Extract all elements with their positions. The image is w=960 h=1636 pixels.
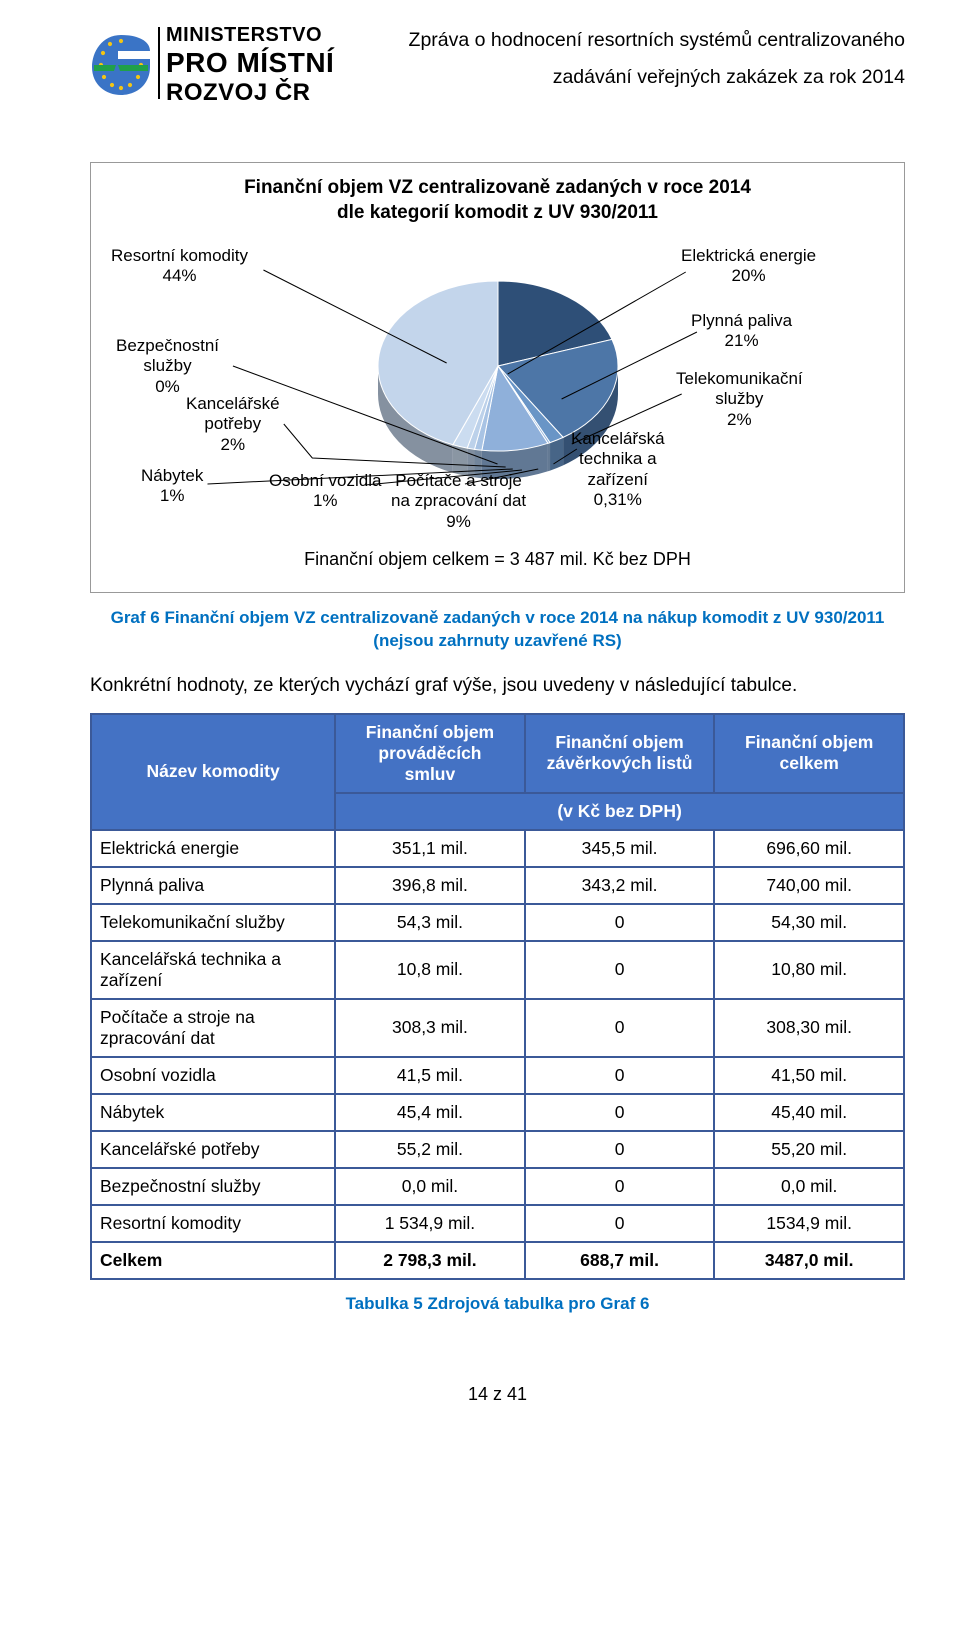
- cell-name: Osobní vozidla: [91, 1057, 335, 1094]
- cell-name: Telekomunikační služby: [91, 904, 335, 941]
- chart-caption: Graf 6 Finanční objem VZ centralizovaně …: [90, 607, 905, 653]
- ministry-logo: MINISTERSTVO PRO MÍSTNÍ ROZVOJ ČR: [90, 20, 334, 107]
- table-head: Název komodity Finanční objem prováděcíc…: [91, 714, 904, 830]
- table-row: Kancelářská technika a zařízení10,8 mil.…: [91, 941, 904, 999]
- cell-name: Počítače a stroje na zpracování dat: [91, 999, 335, 1057]
- cell-name: Celkem: [91, 1242, 335, 1279]
- pie-slice-label: Bezpečnostníslužby0%: [116, 336, 219, 397]
- cell-value: 0,0 mil.: [335, 1168, 525, 1205]
- cell-value: 55,20 mil.: [714, 1131, 904, 1168]
- cell-name: Kancelářské potřeby: [91, 1131, 335, 1168]
- chart-total: Finanční objem celkem = 3 487 mil. Kč be…: [121, 549, 874, 570]
- cell-value: 41,5 mil.: [335, 1057, 525, 1094]
- table-row: Bezpečnostní služby0,0 mil.00,0 mil.: [91, 1168, 904, 1205]
- report-title: Zpráva o hodnocení resortních systémů ce…: [348, 20, 905, 96]
- intro-paragraph: Konkrétní hodnoty, ze kterých vychází gr…: [90, 673, 905, 699]
- pie-slice-label: Telekomunikačníslužby2%: [676, 369, 803, 430]
- cell-name: Elektrická energie: [91, 830, 335, 867]
- cell-value: 0: [525, 941, 715, 999]
- table-row: Nábytek45,4 mil.045,40 mil.: [91, 1094, 904, 1131]
- th-contracts: Finanční objem prováděcích smluv: [335, 714, 525, 793]
- ministry-line3: ROZVOJ ČR: [166, 79, 334, 107]
- pie-slice-label: Počítače a strojena zpracování dat9%: [391, 471, 526, 532]
- pie-slice-label: Osobní vozidla1%: [269, 471, 381, 512]
- logo-divider: [158, 27, 160, 99]
- table-body: Elektrická energie351,1 mil.345,5 mil.69…: [91, 830, 904, 1279]
- title-line1: Zpráva o hodnocení resortních systémů ce…: [348, 22, 905, 59]
- cell-name: Plynná paliva: [91, 867, 335, 904]
- title-line2: zadávání veřejných zakázek za rok 2014: [348, 59, 905, 96]
- cell-value: 0: [525, 1094, 715, 1131]
- table-caption: Tabulka 5 Zdrojová tabulka pro Graf 6: [90, 1294, 905, 1314]
- data-table: Název komodity Finanční objem prováděcíc…: [90, 713, 905, 1280]
- pie-slice-label: Kancelářsképotřeby2%: [186, 394, 280, 455]
- table-row: Resortní komodity1 534,9 mil.01534,9 mil…: [91, 1205, 904, 1242]
- ministry-name: MINISTERSTVO PRO MÍSTNÍ ROZVOJ ČR: [166, 20, 334, 107]
- cell-value: 0: [525, 1168, 715, 1205]
- eu-stars-icon: [90, 27, 152, 99]
- cell-value: 54,30 mil.: [714, 904, 904, 941]
- cell-value: 343,2 mil.: [525, 867, 715, 904]
- chart-container: Finanční objem VZ centralizovaně zadanýc…: [90, 162, 905, 593]
- th-unit: (v Kč bez DPH): [335, 793, 904, 830]
- cell-value: 740,00 mil.: [714, 867, 904, 904]
- cell-value: 41,50 mil.: [714, 1057, 904, 1094]
- ministry-line1: MINISTERSTVO: [166, 24, 334, 47]
- cell-value: 3487,0 mil.: [714, 1242, 904, 1279]
- cell-value: 10,8 mil.: [335, 941, 525, 999]
- cell-value: 54,3 mil.: [335, 904, 525, 941]
- table-row: Telekomunikační služby54,3 mil.054,30 mi…: [91, 904, 904, 941]
- cell-value: 0: [525, 999, 715, 1057]
- cell-name: Nábytek: [91, 1094, 335, 1131]
- cell-value: 55,2 mil.: [335, 1131, 525, 1168]
- cell-value: 0: [525, 1205, 715, 1242]
- table-row: Počítače a stroje na zpracování dat308,3…: [91, 999, 904, 1057]
- table-row: Kancelářské potřeby55,2 mil.055,20 mil.: [91, 1131, 904, 1168]
- page-header: MINISTERSTVO PRO MÍSTNÍ ROZVOJ ČR Zpráva…: [90, 20, 905, 107]
- cell-name: Resortní komodity: [91, 1205, 335, 1242]
- pie-slice-label: Nábytek1%: [141, 466, 203, 507]
- cell-value: 308,30 mil.: [714, 999, 904, 1057]
- cell-name: Kancelářská technika a zařízení: [91, 941, 335, 999]
- cell-value: 345,5 mil.: [525, 830, 715, 867]
- cell-value: 45,4 mil.: [335, 1094, 525, 1131]
- page-number: 14 z 41: [90, 1384, 905, 1405]
- chart-title: Finanční objem VZ centralizovaně zadanýc…: [121, 175, 874, 226]
- cell-value: 308,3 mil.: [335, 999, 525, 1057]
- table-row: Plynná paliva396,8 mil.343,2 mil.740,00 …: [91, 867, 904, 904]
- th-total: Finanční objem celkem: [714, 714, 904, 793]
- cell-value: 396,8 mil.: [335, 867, 525, 904]
- cell-name: Bezpečnostní služby: [91, 1168, 335, 1205]
- cell-value: 688,7 mil.: [525, 1242, 715, 1279]
- cell-value: 0: [525, 1131, 715, 1168]
- pie-slice-label: Resortní komodity44%: [111, 246, 248, 287]
- table-row: Elektrická energie351,1 mil.345,5 mil.69…: [91, 830, 904, 867]
- cell-value: 1534,9 mil.: [714, 1205, 904, 1242]
- pie-slice-label: Kancelářskátechnika azařízení0,31%: [571, 429, 665, 511]
- th-closing: Finanční objem závěrkových listů: [525, 714, 715, 793]
- table-row: Osobní vozidla41,5 mil.041,50 mil.: [91, 1057, 904, 1094]
- pie-chart-area: Elektrická energie20% Plynná paliva21% Tel…: [121, 244, 874, 539]
- table-row: Celkem2 798,3 mil.688,7 mil.3487,0 mil.: [91, 1242, 904, 1279]
- pie-slice-label: Elektrická energie20%: [681, 246, 816, 287]
- pie-slice-label: Plynná paliva21%: [691, 311, 792, 352]
- cell-value: 2 798,3 mil.: [335, 1242, 525, 1279]
- cell-value: 10,80 mil.: [714, 941, 904, 999]
- cell-value: 45,40 mil.: [714, 1094, 904, 1131]
- th-commodity: Název komodity: [91, 714, 335, 830]
- cell-value: 351,1 mil.: [335, 830, 525, 867]
- cell-value: 696,60 mil.: [714, 830, 904, 867]
- ministry-line2: PRO MÍSTNÍ: [166, 47, 334, 79]
- cell-value: 0: [525, 904, 715, 941]
- cell-value: 0: [525, 1057, 715, 1094]
- cell-value: 0,0 mil.: [714, 1168, 904, 1205]
- cell-value: 1 534,9 mil.: [335, 1205, 525, 1242]
